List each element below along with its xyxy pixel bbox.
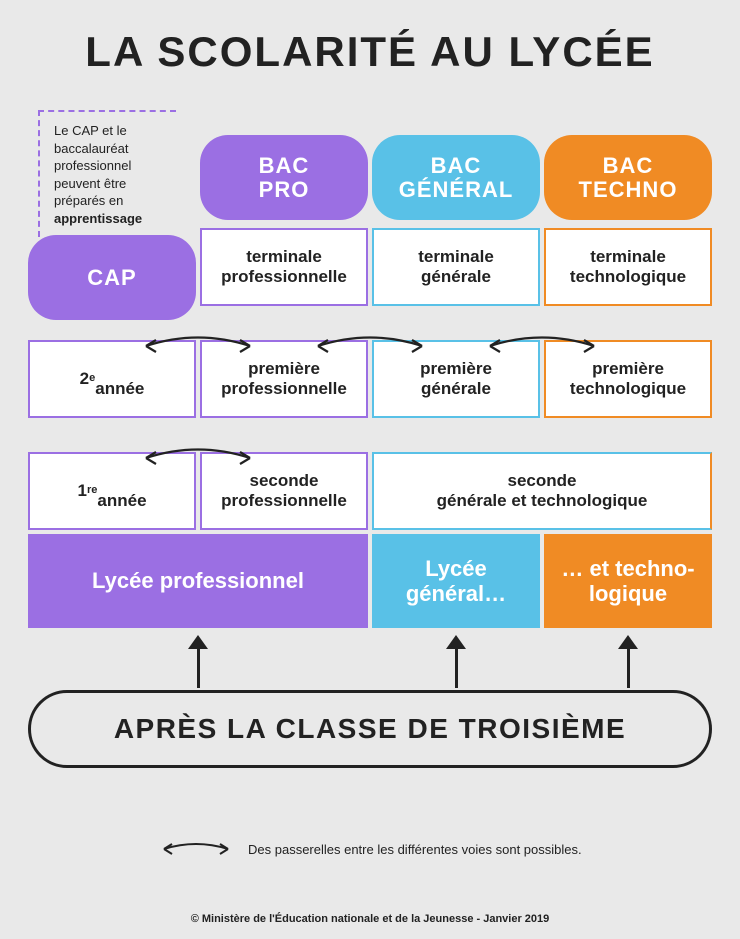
legend-arrow-icon [158,840,234,861]
cell-terminale-tech: terminaletechnologique [544,228,712,306]
bacgen-pill: BACGÉNÉRAL [372,135,540,220]
cell-premiere-pro: premièreprofessionnelle [200,340,368,418]
cell-cap-1re: 1reannée [28,452,196,530]
up-arrow-icon [188,635,208,649]
cell-seconde-gt: secondegénérale et technologique [372,452,712,530]
up-arrow-icon [618,635,638,649]
cell-cap-2e: 2eannée [28,340,196,418]
apprenticeship-note: Le CAP et le baccalauréat professionnel … [38,110,176,237]
note-bold: apprentissage [54,211,142,226]
cell-premiere-gen: premièregénérale [372,340,540,418]
cap-pill: CAP [28,235,196,320]
legend: Des passerelles entre les différentes vo… [0,840,740,861]
up-arrow-stem [197,648,200,688]
cell-seconde-pro: secondeprofessionnelle [200,452,368,530]
page-title: LA SCOLARITÉ AU LYCÉE [0,0,740,86]
cell-terminale-gen: terminalegénérale [372,228,540,306]
footer-lycee-tech: … et techno-logique [544,534,712,628]
up-arrow-icon [446,635,466,649]
footer-lycee-gen: Lycée général… [372,534,540,628]
bacpro-pill: BACPRO [200,135,368,220]
up-arrow-stem [627,648,630,688]
bactech-pill: BACTECHNO [544,135,712,220]
cell-premiere-tech: premièretechnologique [544,340,712,418]
note-text: Le CAP et le baccalauréat professionnel … [54,123,131,208]
up-arrow-stem [455,648,458,688]
legend-text: Des passerelles entre les différentes vo… [248,842,582,857]
cell-terminale-pro: terminaleprofessionnelle [200,228,368,306]
footer-lycee-pro: Lycée professionnel [28,534,368,628]
after-troisieme-box: APRÈS LA CLASSE DE TROISIÈME [28,690,712,768]
credit-line: © Ministère de l'Éducation nationale et … [0,913,740,925]
